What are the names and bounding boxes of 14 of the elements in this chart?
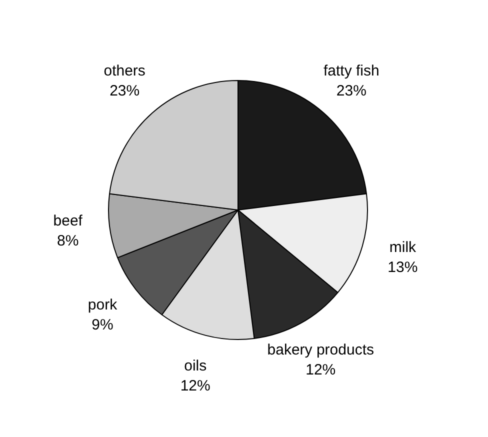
slice-label: bakery products — [267, 341, 374, 358]
data-label: 12% — [180, 377, 210, 394]
slice-label: oils — [184, 357, 207, 374]
slice-label: others — [104, 62, 146, 80]
data-label: 23% — [110, 82, 140, 100]
slice-label: fatty fish — [323, 62, 380, 80]
data-label: 13% — [388, 258, 418, 276]
data-label: 8% — [57, 232, 79, 250]
slice-label: beef — [53, 212, 84, 230]
data-label: 12% — [306, 361, 336, 378]
data-label: 9% — [92, 316, 114, 334]
data-label: 23% — [336, 82, 366, 100]
slice-label: pork — [88, 296, 118, 314]
slice-label: milk — [389, 238, 417, 256]
